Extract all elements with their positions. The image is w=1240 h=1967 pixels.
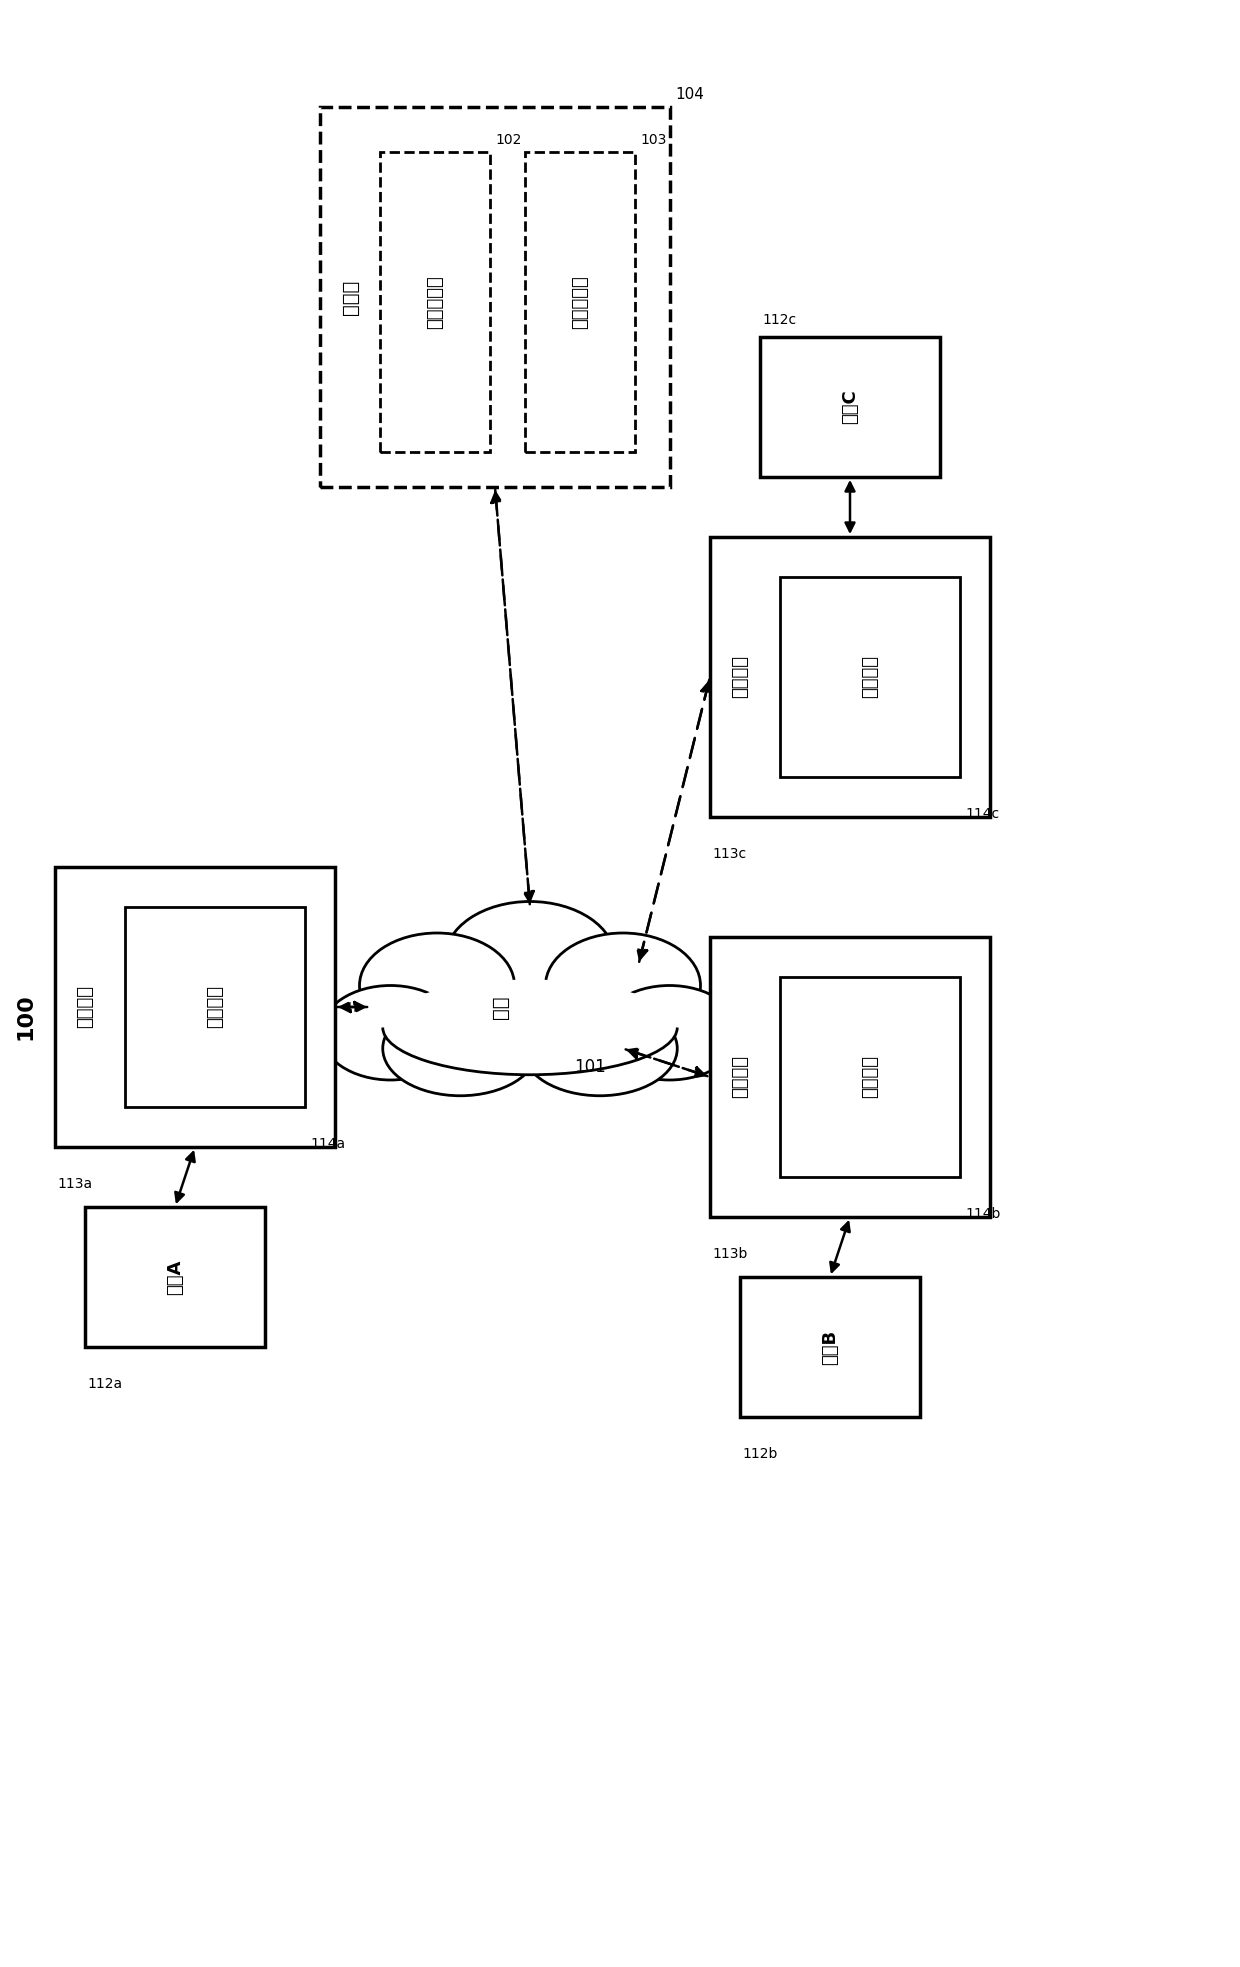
Text: 102: 102 [495,134,521,148]
Text: 电子数据库: 电子数据库 [570,275,589,328]
Ellipse shape [383,1001,538,1096]
FancyBboxPatch shape [780,978,960,1176]
FancyBboxPatch shape [711,936,990,1218]
Text: 113b: 113b [712,1247,748,1261]
FancyBboxPatch shape [86,1208,265,1347]
Text: 113a: 113a [57,1176,92,1190]
FancyBboxPatch shape [740,1277,920,1416]
Ellipse shape [383,980,677,1074]
Text: 114b: 114b [965,1208,1001,1222]
Text: 101: 101 [574,1058,606,1076]
Text: 文件处理器: 文件处理器 [427,275,444,328]
Text: 112c: 112c [763,313,796,327]
Text: 112b: 112b [742,1448,777,1461]
Ellipse shape [445,901,615,1017]
Text: 用户A: 用户A [166,1259,184,1294]
FancyBboxPatch shape [125,907,305,1107]
Text: 114a: 114a [310,1137,345,1151]
Text: 网络: 网络 [491,995,510,1019]
Text: 用户C: 用户C [841,389,859,425]
Text: 用户B: 用户B [821,1330,839,1365]
Text: 112a: 112a [87,1377,122,1391]
Text: 用户界面: 用户界面 [861,655,879,698]
Text: 服务器: 服务器 [341,279,360,315]
Text: 114c: 114c [965,806,999,820]
FancyBboxPatch shape [711,537,990,816]
Text: 用户设备: 用户设备 [732,1056,749,1098]
FancyBboxPatch shape [525,151,635,452]
Ellipse shape [321,985,460,1080]
Ellipse shape [360,932,515,1039]
FancyBboxPatch shape [760,336,940,478]
Ellipse shape [546,932,701,1039]
Text: 103: 103 [640,134,666,148]
Text: 用户设备: 用户设备 [732,655,749,698]
FancyBboxPatch shape [780,576,960,777]
Text: 100: 100 [15,993,35,1041]
Text: 104: 104 [675,87,704,102]
FancyBboxPatch shape [379,151,490,452]
Text: 113c: 113c [712,848,746,862]
Text: 用户界面: 用户界面 [861,1056,879,1098]
FancyBboxPatch shape [55,867,335,1147]
Ellipse shape [522,1001,677,1096]
Text: 用户界面: 用户界面 [206,985,224,1029]
Ellipse shape [374,954,684,1080]
FancyBboxPatch shape [320,106,670,488]
Ellipse shape [600,985,739,1080]
Text: 用户设备: 用户设备 [76,985,94,1029]
